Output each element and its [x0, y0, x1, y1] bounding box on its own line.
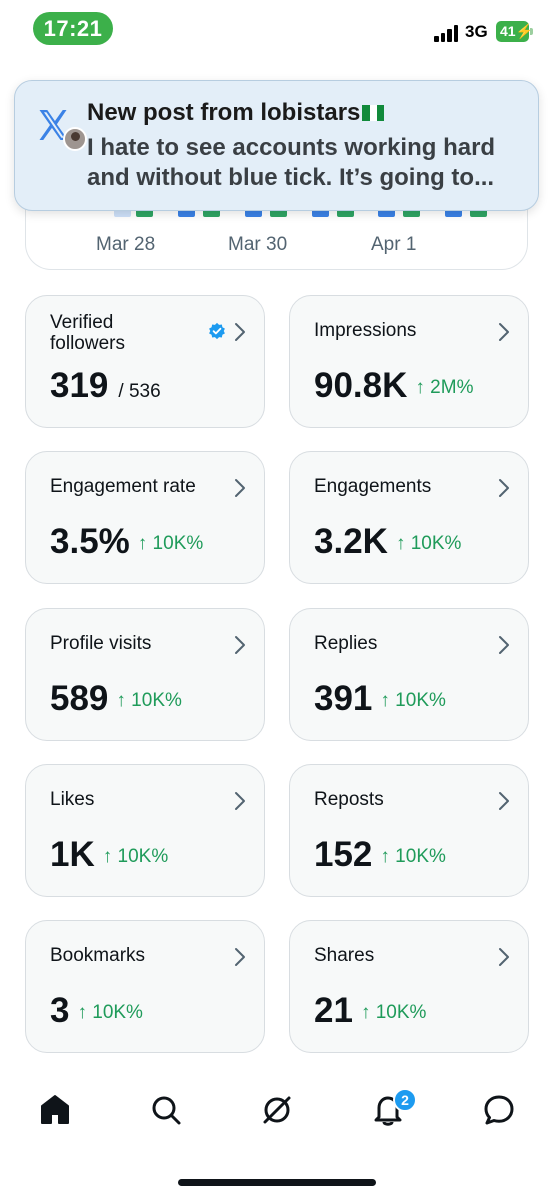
network-type: 3G: [465, 22, 488, 41]
metric-label: Profile visits: [50, 633, 152, 654]
home-icon[interactable]: [37, 1092, 73, 1128]
metric-change: ↑ 10K%: [77, 1002, 143, 1023]
metric-value: 21: [314, 991, 353, 1030]
metric-value-row: 21 ↑ 10K%: [314, 991, 426, 1031]
metric-value: 1K: [50, 835, 95, 874]
metric-change: ↑ 10K%: [137, 533, 204, 554]
metric-card[interactable]: Replies 391 ↑ 10K%: [289, 608, 529, 741]
status-time: 17:21: [33, 12, 113, 45]
chart-x-label: Apr 1: [371, 234, 417, 255]
metric-value: 319: [50, 366, 109, 405]
chevron-right-icon: [499, 792, 509, 810]
metric-card[interactable]: Bookmarks 3 ↑ 10K%: [25, 920, 265, 1053]
nigeria-flag-icon: [362, 100, 385, 121]
chevron-right-icon: [499, 948, 509, 966]
chevron-right-icon: [235, 323, 245, 341]
metric-value-row: 391 ↑ 10K%: [314, 679, 446, 719]
metric-card[interactable]: Verified followers 319 / 536: [25, 295, 265, 428]
metric-card[interactable]: Shares 21 ↑ 10K%: [289, 920, 529, 1053]
metric-label: Engagements: [314, 476, 432, 497]
metric-change: ↑ 10K%: [116, 690, 182, 711]
metric-change: ↑ 10K%: [360, 1002, 427, 1023]
metric-value-row: 589 ↑ 10K%: [50, 679, 182, 719]
chart-x-label: Mar 30: [228, 234, 288, 255]
metric-label: Impressions: [314, 320, 417, 341]
metric-label: Bookmarks: [50, 945, 146, 966]
bottom-nav: 2: [0, 1080, 554, 1144]
metric-change: ↑ 10K%: [380, 690, 446, 711]
metric-change: ↑ 10K%: [102, 846, 169, 867]
chevron-right-icon: [499, 636, 509, 654]
metric-value-row: 3.2K ↑ 10K%: [314, 522, 461, 562]
metric-card[interactable]: Likes 1K ↑ 10K%: [25, 764, 265, 897]
notification-title: New post from lobistars: [87, 99, 385, 127]
chevron-right-icon: [235, 792, 245, 810]
metric-value: 3: [50, 991, 70, 1030]
notification-banner[interactable]: New post from lobistars I hate to see ac…: [14, 80, 539, 211]
metric-label: Verified followers: [50, 312, 125, 354]
chevron-right-icon: [235, 948, 245, 966]
metric-change: ↑ 2M%: [415, 377, 474, 398]
signal-icon: [434, 24, 460, 42]
notification-count-badge: 2: [393, 1088, 417, 1112]
metric-value-row: 1K ↑ 10K%: [50, 835, 168, 875]
metric-value: 90.8K: [314, 366, 408, 405]
metric-value-row: 152 ↑ 10K%: [314, 835, 446, 875]
home-indicator: [178, 1179, 376, 1186]
metric-card[interactable]: Reposts 152 ↑ 10K%: [289, 764, 529, 897]
x-logo-icon: [39, 110, 68, 140]
chevron-right-icon: [235, 479, 245, 497]
metric-change: ↑ 10K%: [395, 533, 462, 554]
metric-card[interactable]: Profile visits 589 ↑ 10K%: [25, 608, 265, 741]
metric-value: 589: [50, 679, 109, 718]
grok-icon[interactable]: [259, 1092, 295, 1128]
metric-value-row: 90.8K ↑ 2M%: [314, 366, 473, 406]
metric-label: Replies: [314, 633, 378, 654]
metric-label: Engagement rate: [50, 476, 196, 497]
chart-x-label: Mar 28: [96, 234, 156, 255]
battery-icon: 41⚡: [496, 21, 533, 42]
search-icon[interactable]: [148, 1092, 184, 1128]
metric-value-row: 3 ↑ 10K%: [50, 991, 143, 1031]
metric-label: Shares: [314, 945, 375, 966]
notification-body: I hate to see accounts working hard and …: [87, 134, 496, 191]
avatar: [63, 127, 87, 151]
metric-label: Reposts: [314, 789, 384, 810]
metric-value-row: 3.5% ↑ 10K%: [50, 522, 203, 562]
chevron-right-icon: [235, 636, 245, 654]
metric-value: 152: [314, 835, 373, 874]
chevron-right-icon: [499, 479, 509, 497]
metric-card[interactable]: Engagement rate 3.5% ↑ 10K%: [25, 451, 265, 584]
status-bar: 17:21 3G 41⚡: [0, 0, 554, 60]
chevron-right-icon: [499, 323, 509, 341]
metric-value: 3.5%: [50, 522, 130, 561]
verified-badge-icon: [209, 322, 225, 340]
metric-label: Likes: [50, 789, 95, 810]
notification-title-text: New post from lobistars: [87, 99, 361, 126]
metric-value: 391: [314, 679, 373, 718]
metric-card[interactable]: Impressions 90.8K ↑ 2M%: [289, 295, 529, 428]
metric-change: ↑ 10K%: [380, 846, 446, 867]
metric-card[interactable]: Engagements 3.2K ↑ 10K%: [289, 451, 529, 584]
metric-value-row: 319 / 536: [50, 366, 161, 406]
messages-icon[interactable]: [481, 1092, 517, 1128]
battery-level: 41: [500, 23, 516, 39]
metric-value: 3.2K: [314, 522, 388, 561]
metric-total: / 536: [118, 381, 161, 402]
